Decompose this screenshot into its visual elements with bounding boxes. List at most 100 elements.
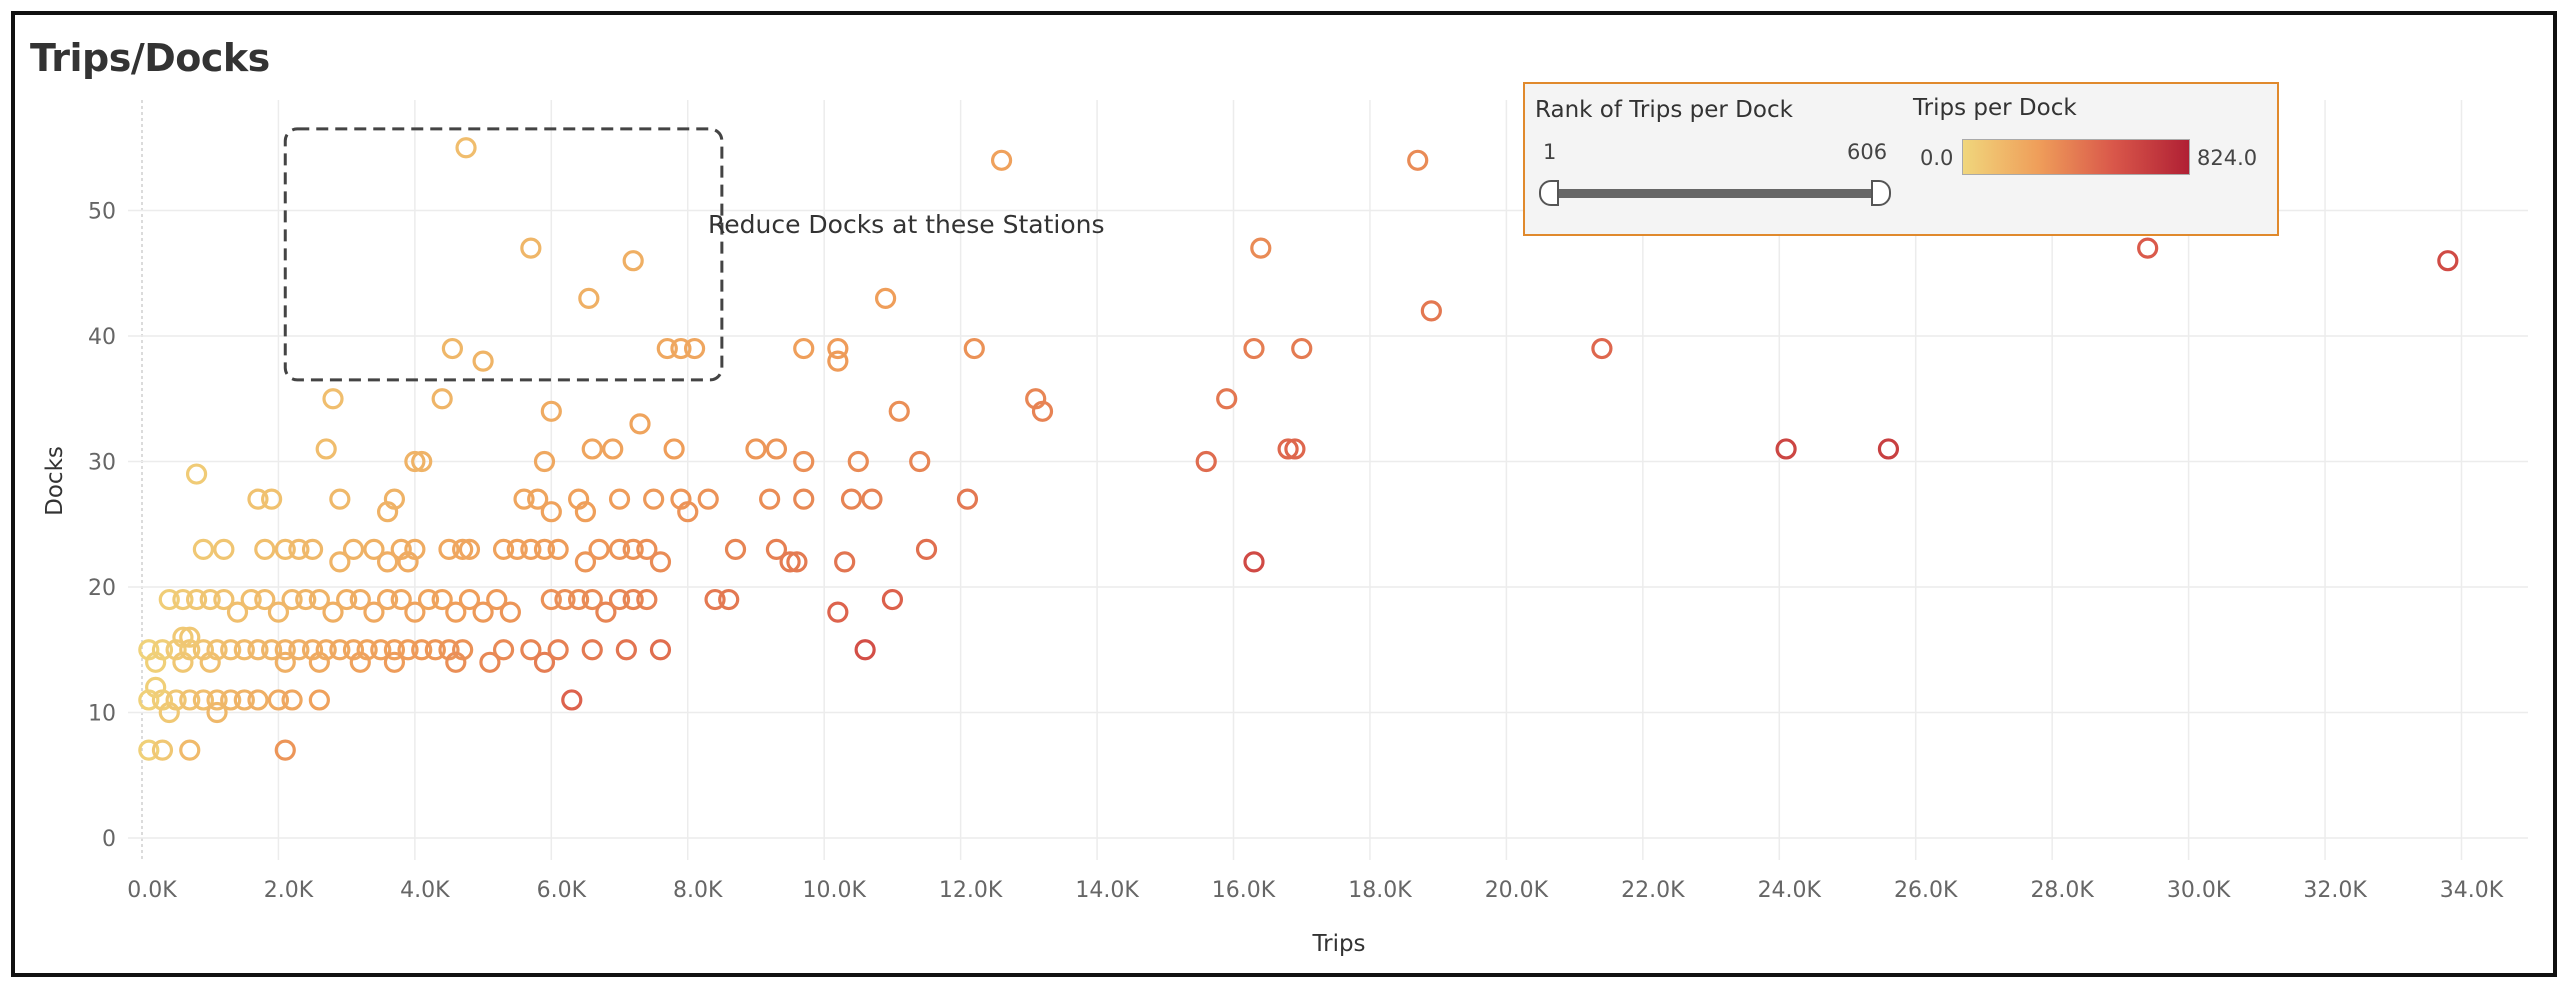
data-point[interactable] bbox=[363, 601, 385, 623]
data-point[interactable] bbox=[602, 438, 624, 460]
data-point[interactable] bbox=[411, 450, 433, 473]
data-point[interactable] bbox=[827, 601, 849, 623]
data-point[interactable] bbox=[670, 337, 692, 360]
data-point[interactable] bbox=[295, 588, 317, 611]
data-point[interactable] bbox=[574, 551, 597, 573]
data-point[interactable] bbox=[588, 538, 610, 560]
data-point[interactable] bbox=[288, 639, 310, 661]
data-point[interactable] bbox=[909, 450, 931, 473]
data-point[interactable] bbox=[274, 538, 296, 560]
data-point[interactable] bbox=[540, 588, 562, 611]
data-point[interactable] bbox=[404, 538, 426, 560]
data-point[interactable] bbox=[1277, 438, 1299, 460]
data-point[interactable] bbox=[458, 538, 481, 560]
data-point[interactable] bbox=[383, 639, 406, 661]
data-point[interactable] bbox=[622, 250, 644, 272]
data-point[interactable] bbox=[793, 337, 815, 360]
data-point[interactable] bbox=[247, 689, 269, 711]
data-point[interactable] bbox=[622, 588, 644, 611]
data-point[interactable] bbox=[199, 651, 221, 673]
data-point[interactable] bbox=[827, 337, 849, 360]
data-point[interactable] bbox=[397, 639, 419, 661]
data-point[interactable] bbox=[581, 588, 603, 611]
data-point[interactable] bbox=[158, 701, 180, 724]
data-point[interactable] bbox=[547, 639, 569, 661]
data-point[interactable] bbox=[158, 588, 180, 611]
data-point[interactable] bbox=[445, 601, 467, 623]
data-point[interactable] bbox=[145, 676, 167, 699]
data-point[interactable] bbox=[636, 588, 658, 611]
data-point[interactable] bbox=[479, 651, 501, 673]
data-point[interactable] bbox=[445, 651, 467, 673]
data-point[interactable] bbox=[765, 538, 788, 560]
data-point[interactable] bbox=[956, 488, 979, 510]
data-point[interactable] bbox=[179, 689, 201, 711]
data-point[interactable] bbox=[281, 588, 303, 611]
data-point[interactable] bbox=[206, 701, 228, 724]
data-point[interactable] bbox=[649, 551, 672, 573]
data-point[interactable] bbox=[578, 287, 600, 309]
data-point[interactable] bbox=[595, 601, 617, 623]
data-point[interactable] bbox=[656, 337, 678, 360]
data-point[interactable] bbox=[1243, 551, 1265, 573]
data-point[interactable] bbox=[220, 639, 242, 661]
data-point[interactable] bbox=[322, 601, 344, 623]
data-point[interactable] bbox=[615, 639, 637, 661]
data-point[interactable] bbox=[411, 639, 433, 661]
data-point[interactable] bbox=[1591, 337, 1613, 360]
data-point[interactable] bbox=[915, 538, 938, 560]
data-point[interactable] bbox=[547, 538, 569, 560]
data-point[interactable] bbox=[540, 400, 562, 422]
data-point[interactable] bbox=[151, 739, 174, 761]
data-point[interactable] bbox=[274, 651, 296, 673]
data-point[interactable] bbox=[683, 337, 706, 360]
data-point[interactable] bbox=[1250, 237, 1272, 259]
data-point[interactable] bbox=[185, 463, 208, 485]
data-point[interactable] bbox=[240, 588, 262, 611]
data-point[interactable] bbox=[267, 689, 290, 711]
data-point[interactable] bbox=[192, 538, 214, 560]
rank-slider-min-handle[interactable] bbox=[1539, 180, 1559, 206]
data-point[interactable] bbox=[206, 689, 228, 711]
data-point[interactable] bbox=[704, 588, 726, 611]
data-point[interactable] bbox=[261, 488, 283, 510]
data-point[interactable] bbox=[1243, 337, 1265, 360]
data-point[interactable] bbox=[1407, 149, 1429, 171]
data-point[interactable] bbox=[431, 388, 453, 410]
data-point[interactable] bbox=[261, 639, 283, 661]
data-point[interactable] bbox=[458, 588, 481, 611]
data-point[interactable] bbox=[840, 488, 863, 510]
data-point[interactable] bbox=[301, 538, 324, 560]
data-point[interactable] bbox=[629, 413, 651, 435]
rank-slider-track[interactable] bbox=[1551, 189, 1881, 198]
data-point[interactable] bbox=[363, 538, 385, 560]
data-point[interactable] bbox=[608, 538, 631, 560]
data-point[interactable] bbox=[417, 588, 440, 611]
data-point[interactable] bbox=[663, 438, 685, 460]
data-point[interactable] bbox=[990, 149, 1013, 171]
data-point[interactable] bbox=[172, 626, 194, 648]
data-point[interactable] bbox=[793, 488, 815, 510]
data-point[interactable] bbox=[172, 588, 194, 611]
data-point[interactable] bbox=[138, 739, 160, 761]
data-point[interactable] bbox=[349, 588, 371, 611]
data-point[interactable] bbox=[506, 538, 528, 560]
data-point[interactable] bbox=[834, 551, 856, 573]
data-point[interactable] bbox=[540, 501, 562, 523]
data-point[interactable] bbox=[718, 588, 740, 611]
data-point[interactable] bbox=[745, 438, 767, 460]
data-point[interactable] bbox=[793, 450, 815, 473]
data-point[interactable] bbox=[1195, 450, 1217, 473]
data-point[interactable] bbox=[568, 588, 590, 611]
data-point[interactable] bbox=[881, 588, 904, 611]
data-point[interactable] bbox=[765, 438, 788, 460]
data-point[interactable] bbox=[1420, 300, 1442, 322]
data-point[interactable] bbox=[861, 488, 883, 510]
data-point[interactable] bbox=[383, 651, 406, 673]
data-point[interactable] bbox=[854, 639, 876, 661]
data-point[interactable] bbox=[643, 488, 665, 510]
data-point[interactable] bbox=[376, 551, 399, 573]
data-point[interactable] bbox=[199, 588, 221, 611]
data-point[interactable] bbox=[874, 287, 897, 309]
